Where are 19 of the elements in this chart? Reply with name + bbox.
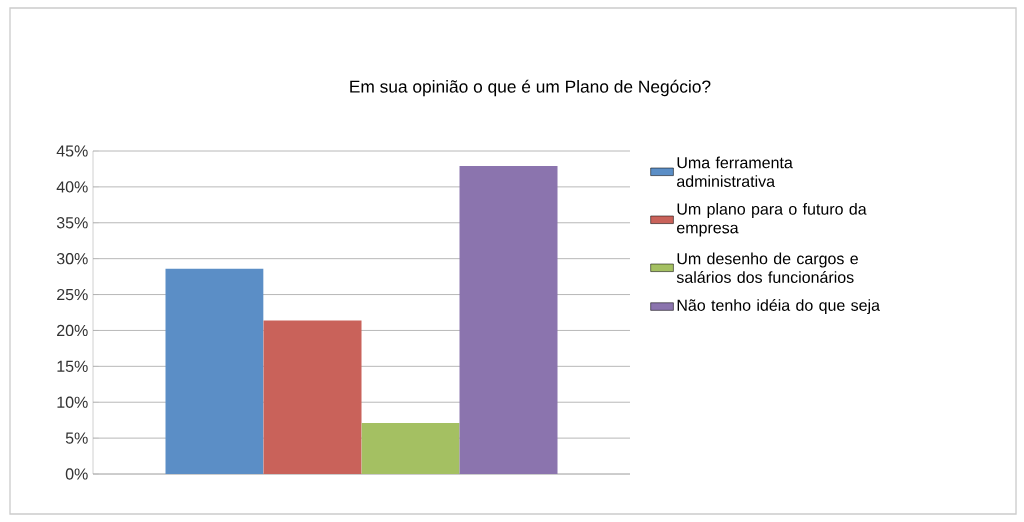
bar — [165, 268, 264, 474]
y-tick-label: 20% — [57, 324, 88, 337]
y-tick-label: 35% — [56, 217, 88, 229]
legend-label: Um plano para o futuro da empresa — [677, 203, 867, 237]
y-tick-label: 15% — [57, 360, 88, 372]
y-tick-label: 30% — [56, 253, 88, 265]
legend-label: Não tenho idéia do que seja — [677, 299, 880, 315]
y-tick-label: 10% — [57, 396, 88, 408]
y-tick-label: 25% — [57, 288, 88, 301]
chart-title: Em sua opinião o que é um Plano de Negócio? — [350, 79, 711, 97]
legend-label: Uma ferramenta administrativa — [677, 156, 793, 187]
bar — [263, 320, 362, 474]
y-tick-label: 0% — [65, 468, 88, 480]
y-tick-label: 45% — [56, 145, 88, 157]
legend-label: Um desenho de cargos e salários dos funcionários — [676, 252, 858, 283]
bar — [361, 423, 460, 474]
y-tick-label: 5% — [65, 432, 88, 444]
bar — [459, 166, 558, 474]
y-tick-label: 40% — [56, 181, 88, 193]
